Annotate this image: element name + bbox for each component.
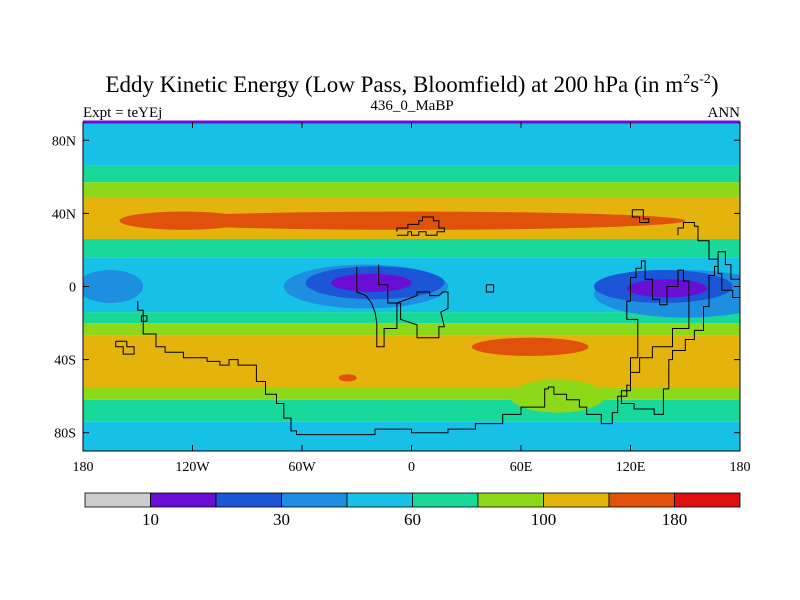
colorbar-swatch — [281, 492, 348, 508]
y-tick-label: 40S — [54, 354, 76, 369]
latitude-axis: 80N 40N 0 40S 80S — [52, 134, 740, 442]
x-tick-label: 60W — [288, 460, 316, 475]
y-tick-label: 0 — [69, 281, 76, 296]
subtitle-right: ANN — [708, 105, 741, 121]
coastline — [140, 315, 148, 322]
coastline — [396, 216, 445, 236]
colorbar-swatch — [477, 492, 544, 508]
x-tick-label: 60E — [510, 460, 533, 475]
x-tick-label: 180 — [730, 460, 751, 475]
x-tick-label: 120W — [175, 460, 210, 475]
chart-title: Eddy Kinetic Energy (Low Pass, Bloomfiel… — [106, 72, 719, 97]
coastline — [356, 264, 449, 348]
colorbar-swatch — [84, 492, 151, 508]
x-tick-label: 180 — [73, 460, 94, 475]
colorbar-label: 10 — [142, 510, 159, 529]
subtitle-left: Expt = teYEj — [83, 105, 162, 121]
contour-band-100-140 — [83, 335, 740, 388]
continent-outlines — [115, 209, 740, 436]
contour-band-45-60 — [83, 122, 740, 166]
y-tick-label: 80N — [52, 134, 76, 149]
contour-region-80-100 — [510, 379, 605, 413]
contour-band-80-100 — [83, 387, 740, 400]
colorbar-swatch — [608, 492, 675, 508]
colorbar: 10 30 60 100 180 — [84, 492, 741, 529]
coastline — [485, 284, 495, 293]
y-tick-label: 80S — [54, 427, 76, 442]
coastline — [137, 222, 740, 436]
contour-region-30-45 — [83, 270, 144, 303]
contour-region-140-180 — [119, 211, 248, 230]
contour-region-140-180 — [137, 211, 686, 230]
colorbar-swatch — [346, 492, 413, 508]
colorbar-swatch — [215, 492, 282, 508]
colorbar-swatch — [150, 492, 217, 508]
colorbar-swatch — [543, 492, 610, 508]
x-tick-label: 120E — [616, 460, 646, 475]
x-tick-label: 0 — [408, 460, 415, 475]
contour-band-60-80 — [83, 312, 740, 324]
colorbar-label: 180 — [662, 510, 688, 529]
colorbar-swatch — [674, 492, 741, 508]
contour-band-60-80 — [83, 165, 740, 183]
colorbar-label: 100 — [531, 510, 557, 529]
contour-region-140-180 — [338, 374, 357, 382]
contour-region-140-180 — [471, 337, 589, 356]
contour-band-80-100 — [83, 182, 740, 197]
coastline — [631, 209, 650, 223]
subtitle-center: 436_0_MaBP — [370, 98, 453, 114]
colorbar-label: 30 — [273, 510, 290, 529]
contour-band-60-80 — [83, 399, 740, 422]
coastline — [115, 340, 135, 355]
contour-band-80-100 — [83, 323, 740, 336]
colorbar-label: 60 — [404, 510, 421, 529]
contour-band-60-80 — [83, 238, 740, 258]
y-tick-label: 40N — [52, 207, 76, 222]
colorbar-swatch — [412, 492, 479, 508]
contour-region-10-20 — [331, 273, 412, 292]
longitude-axis: 180 120W 60W 0 60E 120E 180 — [73, 122, 751, 475]
